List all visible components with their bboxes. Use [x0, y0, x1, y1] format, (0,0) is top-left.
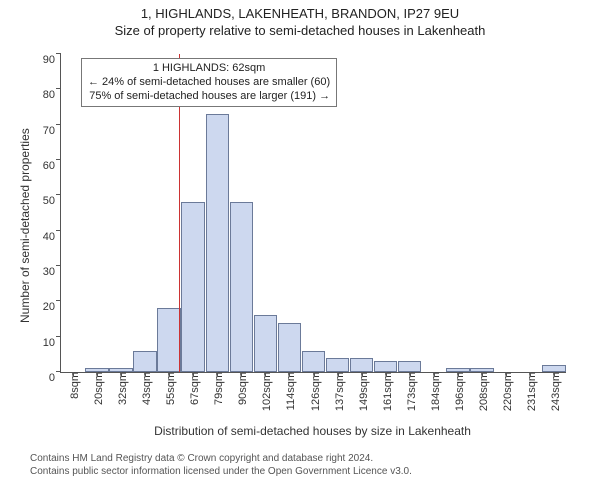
x-tick: 231sqm — [522, 372, 538, 411]
footer-line-2: Contains public sector information licen… — [30, 465, 412, 478]
y-tick: 70 — [43, 125, 61, 137]
histogram-bar — [206, 114, 230, 372]
histogram-bar — [254, 315, 278, 372]
x-tick: 102sqm — [257, 372, 273, 411]
histogram-bar — [133, 351, 157, 372]
histogram-bar — [542, 365, 566, 372]
title-line-1: 1, HIGHLANDS, LAKENHEATH, BRANDON, IP27 … — [0, 6, 600, 21]
x-tick: 161sqm — [378, 372, 394, 411]
y-tick: 0 — [49, 372, 61, 384]
y-axis-label: Number of semi-detached properties — [18, 128, 32, 323]
histogram-bar — [278, 323, 302, 372]
y-tick: 30 — [43, 266, 61, 278]
y-tick: 10 — [43, 337, 61, 349]
histogram-bar — [302, 351, 326, 372]
y-tick: 60 — [43, 160, 61, 172]
annotation-smaller: ← 24% of semi-detached houses are smalle… — [88, 76, 330, 90]
x-tick: 114sqm — [281, 372, 297, 410]
histogram-bar — [230, 202, 254, 372]
x-tick: 173sqm — [402, 372, 418, 411]
x-tick: 220sqm — [498, 372, 514, 411]
x-tick: 196sqm — [450, 372, 466, 411]
x-tick: 243sqm — [546, 372, 562, 411]
histogram-bar — [350, 358, 374, 372]
footer-attribution: Contains HM Land Registry data © Crown c… — [30, 452, 412, 478]
histogram-bar — [157, 308, 181, 372]
annotation-box: 1 HIGHLANDS: 62sqm← 24% of semi-detached… — [81, 58, 337, 107]
histogram-bar — [398, 361, 422, 372]
histogram-bar — [326, 358, 350, 372]
x-axis-label: Distribution of semi-detached houses by … — [60, 424, 565, 438]
x-tick: 184sqm — [426, 372, 442, 411]
x-tick: 126sqm — [306, 372, 322, 411]
annotation-larger: 75% of semi-detached houses are larger (… — [88, 90, 330, 104]
histogram-bar — [374, 361, 398, 372]
x-tick: 149sqm — [354, 372, 370, 411]
annotation-title: 1 HIGHLANDS: 62sqm — [88, 62, 330, 76]
title-line-2: Size of property relative to semi-detach… — [0, 23, 600, 38]
y-tick: 40 — [43, 231, 61, 243]
y-tick: 50 — [43, 195, 61, 207]
y-tick: 20 — [43, 301, 61, 313]
x-tick: 208sqm — [474, 372, 490, 411]
footer-line-1: Contains HM Land Registry data © Crown c… — [30, 452, 412, 465]
histogram-plot: 01020304050607080908sqm20sqm32sqm43sqm55… — [60, 54, 566, 373]
y-tick: 80 — [43, 89, 61, 101]
x-tick: 137sqm — [330, 372, 346, 411]
histogram-bar — [181, 202, 205, 372]
y-tick: 90 — [43, 54, 61, 66]
